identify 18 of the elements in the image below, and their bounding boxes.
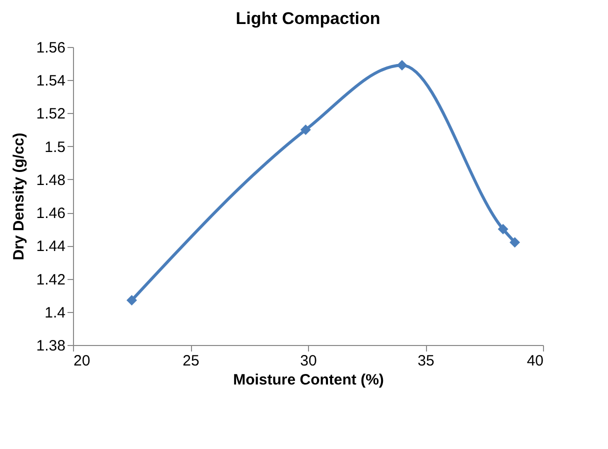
x-tick-label: 35 xyxy=(418,352,434,370)
chart-title: Light Compaction xyxy=(236,9,380,28)
x-tick-label: 25 xyxy=(182,352,200,370)
y-tick-label: 1.5 xyxy=(44,138,66,156)
x-axis-title: Moisture Content (%) xyxy=(233,372,384,388)
y-tick-label: 1.48 xyxy=(36,172,66,189)
x-tick-label: 20 xyxy=(74,352,90,370)
y-tick-label: 1.56 xyxy=(36,40,66,56)
y-tick-label: 1.42 xyxy=(36,271,66,288)
x-tick-label: 30 xyxy=(300,352,317,370)
x-tick-label: 40 xyxy=(526,352,544,370)
y-tick-label: 1.4 xyxy=(44,304,66,322)
y-tick-label: 1.46 xyxy=(36,205,66,222)
y-tick-label: 1.52 xyxy=(36,106,66,123)
y-axis-title: Dry Density (g/cc) xyxy=(10,132,28,260)
y-tick-label: 1.38 xyxy=(36,338,66,354)
y-tick-label: 1.54 xyxy=(36,72,66,90)
y-tick-label: 1.44 xyxy=(36,238,66,256)
